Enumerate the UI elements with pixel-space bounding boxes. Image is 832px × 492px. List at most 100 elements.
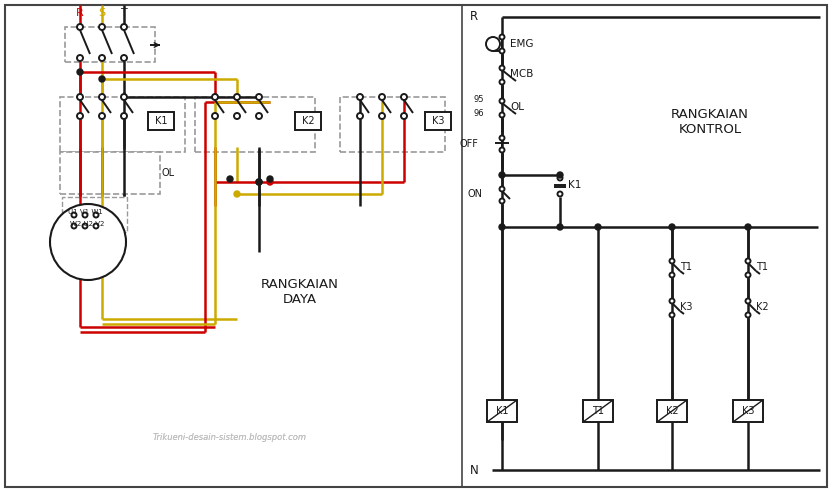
Circle shape (499, 65, 504, 70)
Circle shape (745, 258, 750, 264)
Bar (60, 97, 185, 152)
Circle shape (745, 312, 750, 317)
Text: EMG: EMG (510, 39, 533, 49)
Circle shape (234, 94, 240, 100)
Circle shape (499, 34, 504, 39)
Text: K3: K3 (432, 116, 444, 126)
Circle shape (99, 94, 105, 100)
Text: 95: 95 (473, 95, 484, 104)
Circle shape (670, 312, 675, 317)
Text: RANGKAIAN
DAYA: RANGKAIAN DAYA (261, 278, 339, 306)
Text: Trikueni-desain-sistem.blogspot.com: Trikueni-desain-sistem.blogspot.com (153, 432, 307, 441)
Circle shape (234, 113, 240, 119)
Circle shape (499, 172, 505, 178)
Circle shape (379, 113, 385, 119)
Circle shape (256, 113, 262, 119)
Circle shape (212, 94, 218, 100)
Bar (65, 27, 155, 62)
Circle shape (499, 49, 504, 54)
Circle shape (499, 224, 505, 230)
Circle shape (82, 223, 87, 228)
Bar (195, 97, 315, 152)
Bar (425, 112, 451, 130)
Text: U1 V1 W1: U1 V1 W1 (68, 209, 102, 215)
Circle shape (93, 223, 98, 228)
Circle shape (234, 191, 240, 197)
Circle shape (401, 113, 407, 119)
Circle shape (557, 172, 563, 178)
Bar (657, 400, 687, 422)
Bar (60, 152, 160, 194)
Text: Trikueni-desain-sistem.blogspot.com: Trikueni-desain-sistem.blogspot.com (153, 432, 307, 441)
Text: K1: K1 (155, 116, 167, 126)
Text: T1: T1 (592, 406, 604, 416)
Circle shape (77, 94, 83, 100)
Text: W2 U2 V2: W2 U2 V2 (70, 221, 104, 227)
Circle shape (499, 80, 504, 85)
Circle shape (77, 24, 83, 30)
Circle shape (557, 176, 562, 181)
Text: T1: T1 (756, 262, 768, 272)
Text: T: T (121, 8, 127, 18)
Circle shape (670, 299, 675, 304)
Circle shape (379, 94, 385, 100)
Circle shape (256, 94, 262, 100)
Text: K1: K1 (568, 180, 582, 190)
Circle shape (212, 113, 218, 119)
Circle shape (557, 191, 562, 196)
Circle shape (227, 176, 233, 182)
Circle shape (256, 179, 262, 185)
Text: K2: K2 (302, 116, 314, 126)
Text: S: S (98, 8, 106, 18)
Circle shape (499, 135, 504, 141)
Text: MCB: MCB (510, 69, 533, 79)
Circle shape (99, 113, 105, 119)
Circle shape (121, 94, 127, 100)
Circle shape (499, 148, 504, 153)
Circle shape (99, 55, 105, 61)
Text: R: R (470, 10, 478, 24)
Circle shape (77, 113, 83, 119)
Circle shape (745, 224, 751, 230)
Text: N: N (470, 463, 478, 476)
Circle shape (72, 223, 77, 228)
Text: OL: OL (510, 102, 524, 112)
Circle shape (670, 258, 675, 264)
Circle shape (121, 55, 127, 61)
Text: RANGKAIAN
KONTROL: RANGKAIAN KONTROL (671, 108, 749, 136)
Circle shape (77, 69, 83, 75)
Text: T1: T1 (680, 262, 692, 272)
Circle shape (267, 176, 273, 182)
Circle shape (595, 224, 601, 230)
Circle shape (499, 186, 504, 191)
Text: K1: K1 (496, 406, 508, 416)
Bar (62, 197, 127, 232)
Text: K2: K2 (666, 406, 678, 416)
Text: K3: K3 (742, 406, 755, 416)
Circle shape (121, 24, 127, 30)
Circle shape (93, 213, 98, 217)
Text: K3: K3 (680, 302, 692, 312)
Circle shape (82, 213, 87, 217)
Bar (733, 400, 763, 422)
Circle shape (670, 273, 675, 277)
Bar (295, 112, 321, 130)
Text: ON: ON (467, 189, 482, 199)
Circle shape (669, 224, 675, 230)
Text: K2: K2 (756, 302, 769, 312)
Circle shape (50, 204, 126, 280)
Circle shape (486, 37, 500, 51)
Circle shape (357, 113, 363, 119)
Circle shape (72, 213, 77, 217)
Circle shape (267, 179, 273, 185)
Text: OFF: OFF (459, 139, 478, 149)
Circle shape (77, 55, 83, 61)
Circle shape (357, 94, 363, 100)
Circle shape (499, 198, 504, 204)
Bar (340, 97, 445, 152)
Circle shape (557, 224, 563, 230)
Text: OL: OL (162, 168, 175, 178)
Circle shape (401, 94, 407, 100)
Circle shape (99, 76, 105, 82)
Text: R: R (76, 8, 84, 18)
